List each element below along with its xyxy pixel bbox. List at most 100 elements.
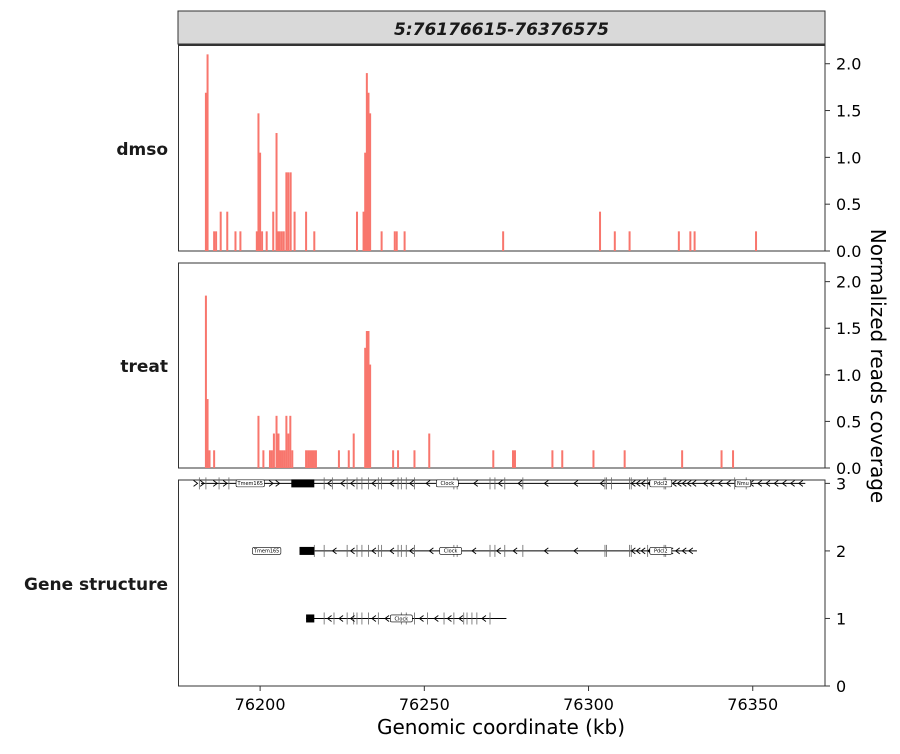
- strand-arrow: [676, 480, 682, 487]
- row-label-dmso: dmso: [116, 140, 168, 160]
- x-tick-label: 76250: [399, 695, 450, 714]
- y-tick-label: 3: [836, 474, 846, 493]
- coverage-bar: [206, 54, 209, 251]
- coverage-bar: [592, 450, 595, 468]
- gene-label: Nmu: [737, 481, 749, 487]
- coverage-bar: [234, 231, 237, 251]
- coverage-bar: [312, 450, 315, 468]
- strand-arrow: [688, 547, 694, 555]
- gene-label-box: [649, 479, 673, 488]
- coverage-bar: [281, 450, 284, 468]
- y-axis-dmso: 0.0 0.5 1.0 1.5 2.0: [825, 55, 861, 261]
- strand-arrow: [471, 547, 477, 555]
- gene-structure-panel: Tmem165 Clock Pdcl2 Nmu Tmem165 Clock Pdcl2 Clo…: [178, 474, 846, 696]
- x-tick-label: 76200: [235, 695, 286, 714]
- strand-arrow: [384, 615, 390, 622]
- row-label-treat: treat: [120, 357, 168, 377]
- strand-arrow: [674, 547, 680, 555]
- coverage-bar: [262, 450, 265, 468]
- y-tick-label: 2.0: [836, 55, 861, 74]
- coverage-bar: [289, 172, 292, 251]
- coverage-bar: [259, 152, 262, 251]
- coverage-bar: [395, 231, 398, 251]
- y-tick-label: 0: [836, 677, 846, 696]
- x-axis: 76200 76250 76300 76350: [235, 686, 778, 714]
- coverage-bar: [275, 415, 278, 468]
- strand-arrow: [389, 547, 395, 555]
- coverage-bar: [307, 450, 310, 468]
- coverage-bar: [492, 450, 495, 468]
- coverage-bar: [365, 73, 368, 251]
- coverage-bar: [293, 211, 296, 251]
- strand-arrow: [268, 480, 274, 487]
- utr-block: [291, 479, 315, 488]
- coverage-bar: [309, 450, 312, 468]
- strand-arrow: [640, 480, 646, 487]
- coverage-bar: [720, 450, 723, 468]
- y-axis-title: Normalized reads coverage: [866, 229, 890, 503]
- strand-arrow: [765, 480, 771, 487]
- coverage-bar: [732, 450, 735, 468]
- coverage-bar: [239, 231, 242, 251]
- coverage-bar: [285, 172, 288, 251]
- strand-arrow: [222, 480, 228, 487]
- strand-arrow: [789, 480, 795, 487]
- coverage-bar: [397, 450, 400, 468]
- coverage-bar: [277, 231, 280, 251]
- coverage-bar: [287, 433, 290, 468]
- y-tick-label: 1.5: [836, 319, 861, 338]
- coverage-bar: [599, 211, 602, 251]
- coverage-bar: [364, 347, 367, 468]
- coverage-bar: [255, 231, 258, 251]
- gene-label: Pdcl2: [654, 481, 668, 487]
- strand-arrow: [371, 615, 377, 622]
- strand-arrow: [275, 480, 281, 487]
- coverage-bar: [278, 231, 281, 251]
- gene-label: Clock: [441, 481, 455, 487]
- coverage-bar: [289, 415, 292, 468]
- strand-arrow: [635, 547, 641, 555]
- gene-label: Clock: [395, 616, 409, 622]
- coverage-bar: [369, 113, 372, 251]
- coverage-bar: [208, 450, 211, 468]
- coverage-bar: [272, 211, 275, 251]
- coverage-bar: [369, 364, 372, 468]
- coverage-bar: [367, 92, 370, 251]
- strand-arrow: [349, 547, 355, 555]
- coverage-bar: [287, 172, 290, 251]
- coverage-bar: [362, 211, 365, 251]
- coverage-bar: [265, 231, 268, 251]
- coverage-bar: [623, 450, 626, 468]
- coverage-bar: [261, 231, 264, 251]
- coverage-bar: [367, 331, 370, 468]
- y-tick-label: 1.0: [836, 148, 861, 167]
- track-panel-dmso: 0.0 0.5 1.0 1.5 2.0: [178, 44, 861, 261]
- y-axis-gene: 0 1 2 3: [825, 474, 846, 696]
- gene-label-box: [235, 479, 265, 488]
- coverage-bar: [311, 450, 313, 468]
- coverage-bar: [285, 415, 288, 468]
- row-label-gene-structure: Gene structure: [24, 575, 168, 595]
- coverage-bar: [613, 231, 616, 251]
- coverage-bar: [681, 450, 684, 468]
- coverage-bar: [204, 295, 207, 468]
- strand-arrow: [331, 547, 337, 555]
- strand-arrow: [691, 480, 697, 487]
- gene-label-box: [734, 479, 751, 488]
- facet-strip: [177, 10, 826, 45]
- coverage-bar: [226, 211, 229, 251]
- strand-arrow: [389, 480, 395, 487]
- strand-arrow: [640, 547, 646, 555]
- y-tick-label: 0.5: [836, 195, 861, 214]
- strand-arrow: [573, 547, 579, 555]
- utr-block: [299, 546, 315, 555]
- strand-arrow: [428, 547, 434, 555]
- coverage-bar: [693, 231, 696, 251]
- gene-label: Pdcl2: [654, 549, 668, 555]
- x-tick-label: 76300: [563, 695, 614, 714]
- strand-arrow: [681, 480, 687, 487]
- bars-dmso: [204, 54, 758, 251]
- strand-arrow: [199, 480, 205, 487]
- strand-arrow: [717, 480, 723, 487]
- strand-arrow: [481, 615, 487, 622]
